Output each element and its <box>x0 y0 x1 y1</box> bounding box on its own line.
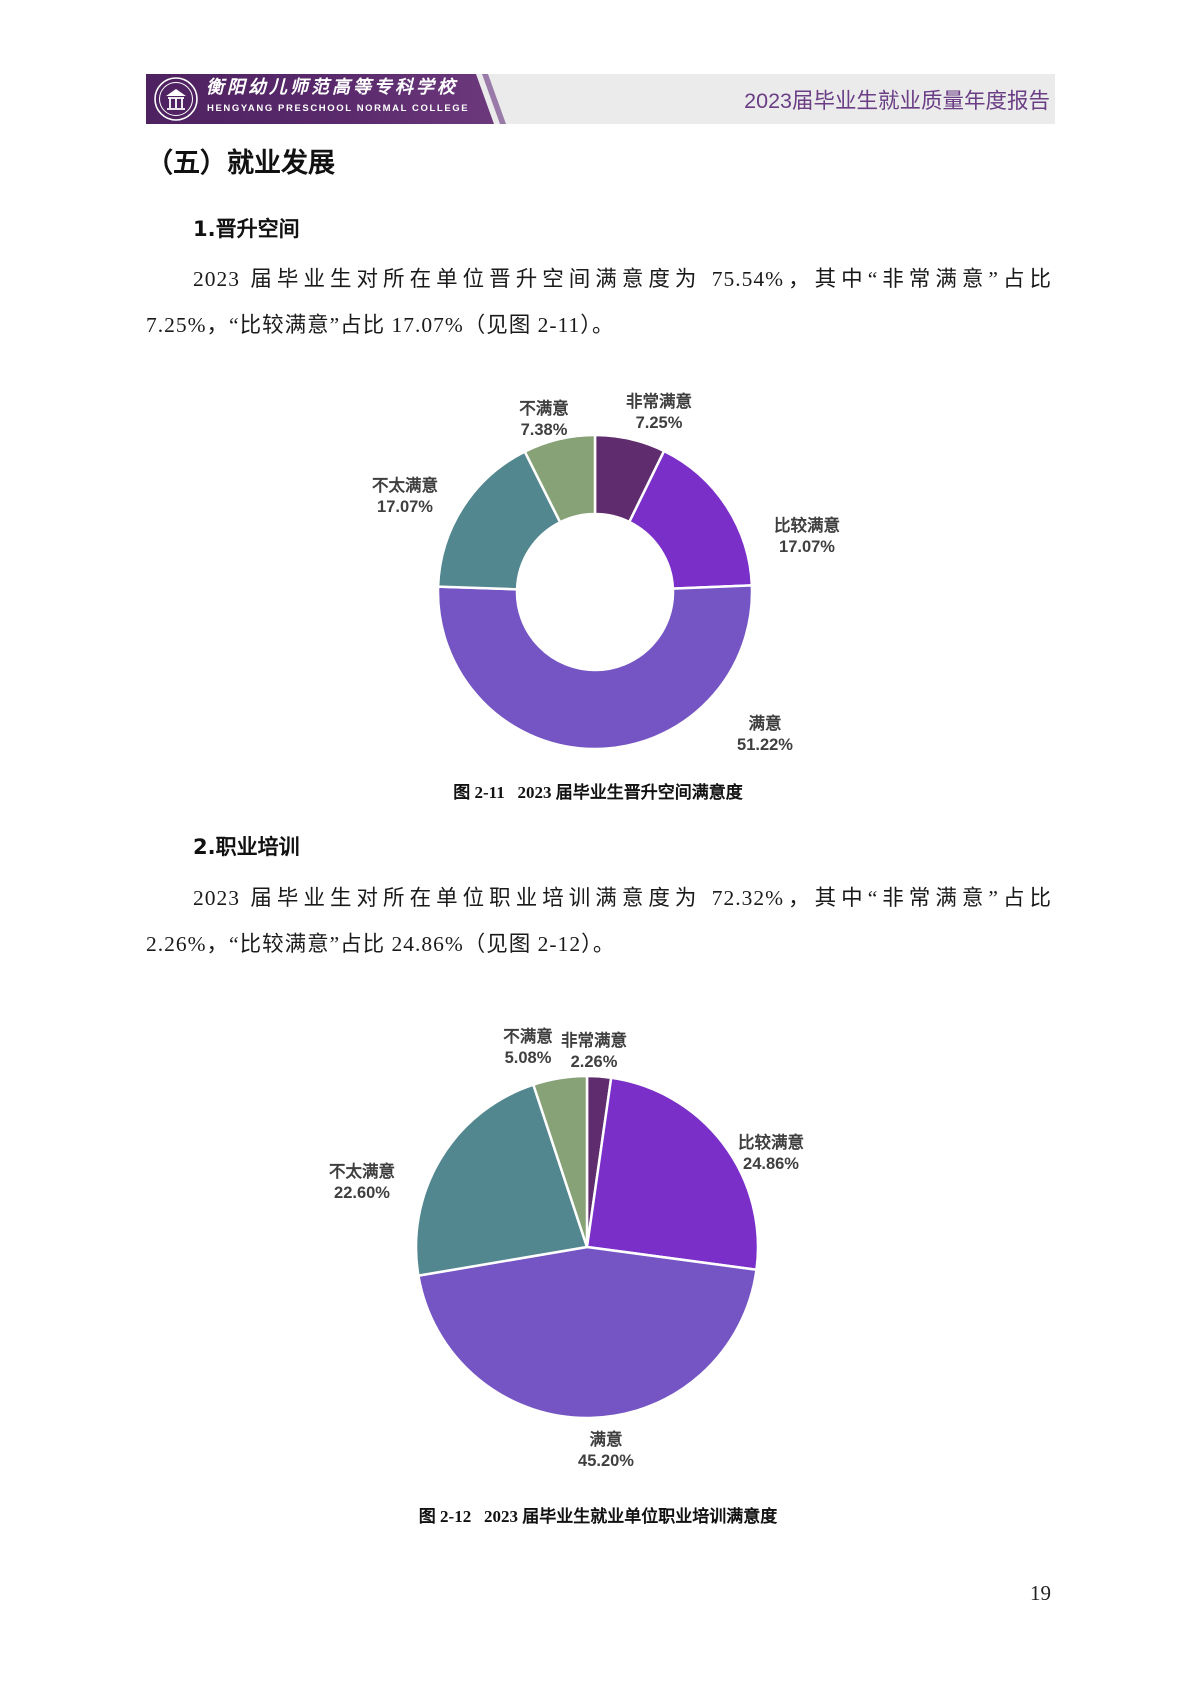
section-title: （五）就业发展 <box>146 148 335 179</box>
paragraph-line: 7.25%，“比较满意”占比 17.07%（见图 2-11）。 <box>146 313 615 337</box>
figure-caption: 图 2-11 2023 届毕业生晋升空间满意度 <box>453 783 743 802</box>
seal-roof-mark <box>166 89 186 96</box>
chart2-slice-dissatisfied <box>532 1074 589 1249</box>
chart1-label-value: 7.25% <box>635 414 683 432</box>
chart2-label-category: 比较满意 <box>738 1134 804 1152</box>
chart2-label-value: 5.08% <box>504 1049 552 1067</box>
seal-outer-ring <box>154 77 198 121</box>
chart1-label-value: 17.07% <box>377 498 433 516</box>
chart1-label-category: 非常满意 <box>626 393 692 411</box>
chart1-label-category: 满意 <box>748 715 782 733</box>
chart1-slice-dissatisfied <box>523 433 597 524</box>
chart2-label-category: 不满意 <box>503 1028 553 1046</box>
chart2-label-value: 2.26% <box>570 1053 618 1071</box>
chart1-slice-fairly-satisfied <box>628 449 754 590</box>
chart2-label-satisfied: 满意 45.20% <box>578 1430 634 1472</box>
chart2-label-value: 22.60% <box>334 1184 390 1202</box>
chart1-label-category: 比较满意 <box>774 517 840 535</box>
page-number: 19 <box>1030 1581 1051 1605</box>
chart2-label-category: 满意 <box>589 1431 623 1449</box>
chart1-label-value: 17.07% <box>779 538 835 556</box>
chart1-label-satisfied: 满意 51.22% <box>737 714 793 756</box>
chart1-label-value: 7.38% <box>520 421 568 439</box>
chart2-label-fairly-satisfied: 比较满意 24.86% <box>738 1133 804 1175</box>
seal-building-mark <box>167 97 185 110</box>
paragraph-line: 2023 届毕业生对所在单位晋升空间满意度为 75.54%，其中“非常满意”占比 <box>193 267 1052 291</box>
school-seal-logo <box>154 77 198 121</box>
chart2-slice-fairly-satisfied <box>585 1076 760 1271</box>
chart2-label-value: 45.20% <box>578 1452 634 1470</box>
paragraph-line: 2.26%，“比较满意”占比 24.86%（见图 2-12）。 <box>146 932 616 956</box>
chart2-label-dissatisfied: 不满意 5.08% <box>503 1027 553 1069</box>
seal-inner-ring <box>159 82 193 116</box>
chart1-label-category: 不太满意 <box>372 477 438 495</box>
school-name-english: HENGYANG PRESCHOOL NORMAL COLLEGE <box>207 103 470 114</box>
chart2-label-somewhat-dissatisfied: 不太满意 22.60% <box>329 1162 395 1204</box>
header-brand-block <box>146 74 494 124</box>
subsection-heading-promotion: 1.晋升空间 <box>193 217 300 241</box>
chart2-label-very-satisfied: 非常满意 2.26% <box>561 1031 627 1073</box>
paragraph-line: 2023 届毕业生对所在单位职业培训满意度为 72.32%，其中“非常满意”占比 <box>193 886 1052 910</box>
school-name-chinese: 衡阳幼儿师范高等专科学校 <box>206 77 458 98</box>
chart1-label-fairly-satisfied: 比较满意 17.07% <box>774 516 840 558</box>
subsection-heading-training: 2.职业培训 <box>193 835 300 859</box>
chart1-label-value: 51.22% <box>737 736 793 754</box>
chart1-label-category: 不满意 <box>519 400 569 418</box>
chart2-label-value: 24.86% <box>743 1155 799 1173</box>
chart1-slice-somewhat-dissatisfied <box>436 450 562 591</box>
chart2-label-category: 非常满意 <box>561 1032 627 1050</box>
pie-chart-training-satisfaction <box>414 1074 760 1420</box>
chart1-slice-satisfied <box>436 584 754 751</box>
donut-chart-promotion-satisfaction <box>436 433 754 751</box>
chart2-label-category: 不太满意 <box>329 1163 395 1181</box>
chart2-slice-satisfied <box>417 1245 758 1420</box>
chart1-label-dissatisfied: 不满意 7.38% <box>519 399 569 441</box>
chart2-slice-somewhat-dissatisfied <box>414 1083 589 1277</box>
report-title: 2023届毕业生就业质量年度报告 <box>744 89 1050 113</box>
figure-caption: 图 2-12 2023 届毕业生就业单位职业培训满意度 <box>418 1507 778 1526</box>
chart1-label-very-satisfied: 非常满意 7.25% <box>626 392 692 434</box>
chart1-label-somewhat-dissatisfied: 不太满意 17.07% <box>372 476 438 518</box>
